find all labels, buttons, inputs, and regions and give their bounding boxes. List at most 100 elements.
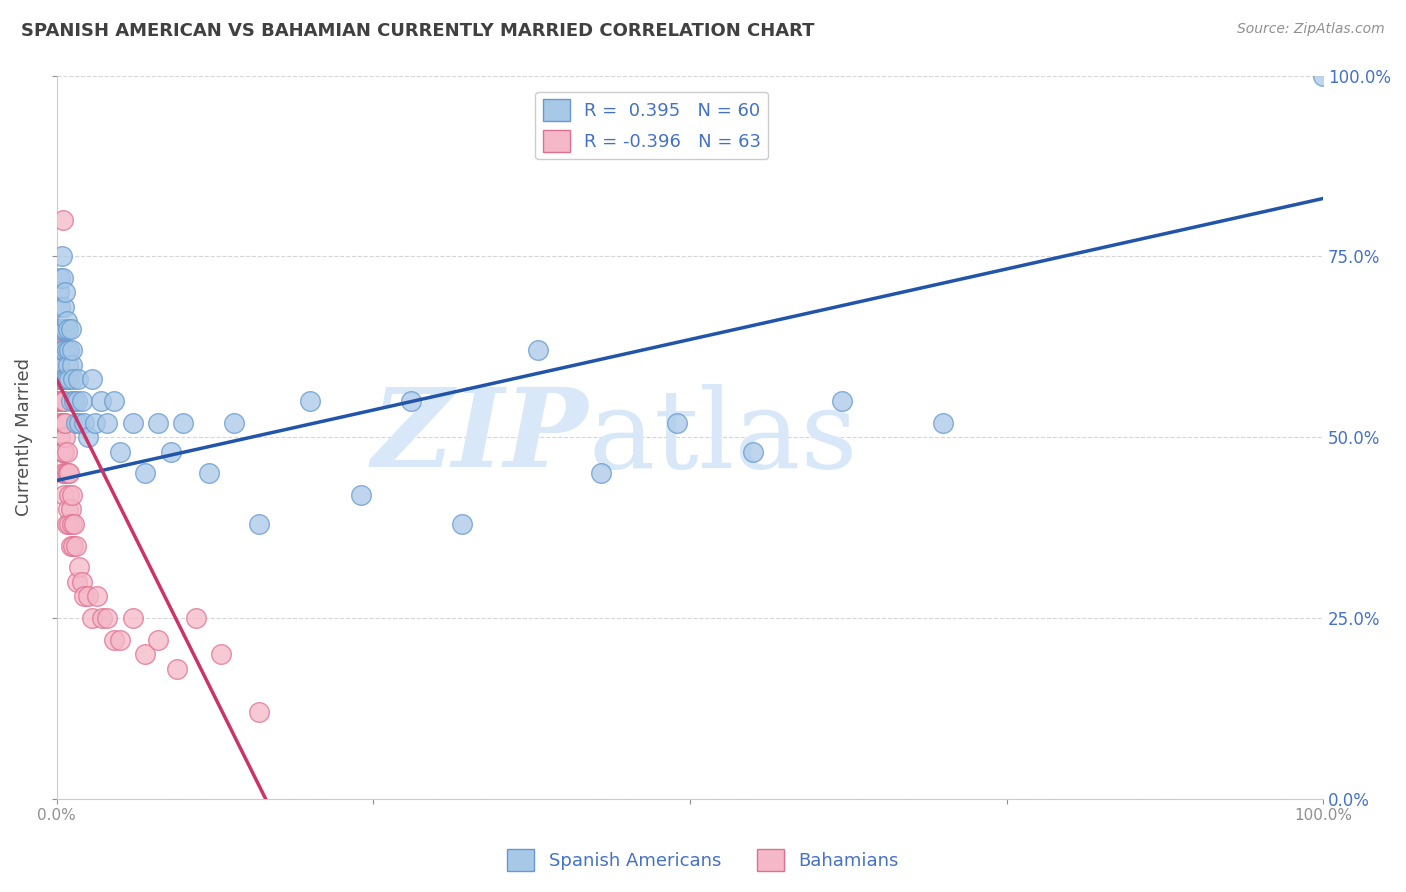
Point [103, 394, 125, 409]
Point [53, 300, 76, 314]
Point [73, 416, 96, 430]
Point [73, 589, 96, 603]
Point [60, 488, 83, 502]
Point [60, 358, 83, 372]
Point [48, 321, 70, 335]
Point [51, 372, 73, 386]
Point [197, 467, 219, 481]
Point [96, 416, 118, 430]
Point [80, 372, 103, 386]
Point [527, 343, 550, 358]
Text: Source: ZipAtlas.com: Source: ZipAtlas.com [1237, 22, 1385, 37]
Point [83, 416, 105, 430]
Point [67, 416, 90, 430]
Point [52, 444, 75, 458]
Point [58, 488, 80, 502]
Text: SPANISH AMERICAN VS BAHAMIAN CURRENTLY MARRIED CORRELATION CHART: SPANISH AMERICAN VS BAHAMIAN CURRENTLY M… [21, 22, 814, 40]
Point [55, 372, 77, 386]
Point [48, 358, 70, 372]
Point [146, 632, 169, 647]
Point [49, 300, 72, 314]
Point [46, 358, 69, 372]
Point [55, 321, 77, 335]
Point [222, 416, 245, 430]
Point [52, 372, 75, 386]
Y-axis label: Currently Married: Currently Married [15, 359, 32, 516]
Point [66, 394, 89, 409]
Point [90, 394, 112, 409]
Point [59, 394, 82, 409]
Point [56, 467, 79, 481]
Point [52, 213, 75, 227]
Point [60, 343, 83, 358]
Point [49, 394, 72, 409]
Point [52, 321, 75, 335]
Point [399, 394, 422, 409]
Point [298, 394, 321, 409]
Point [59, 539, 82, 553]
Point [58, 372, 80, 386]
Point [60, 516, 83, 531]
Point [52, 271, 75, 285]
Point [51, 444, 73, 458]
Point [52, 467, 75, 481]
Text: atlas: atlas [589, 384, 858, 491]
Point [58, 516, 80, 531]
Legend: R =  0.395   N = 60, R = -0.396   N = 63: R = 0.395 N = 60, R = -0.396 N = 63 [536, 92, 768, 160]
Point [49, 430, 72, 444]
Point [166, 662, 188, 676]
Point [55, 343, 77, 358]
Point [53, 394, 76, 409]
Point [108, 444, 131, 458]
Point [48, 372, 70, 386]
Point [70, 394, 93, 409]
Point [55, 372, 77, 386]
Point [65, 416, 87, 430]
Point [55, 416, 77, 430]
Point [70, 574, 93, 589]
Point [53, 416, 76, 430]
Point [121, 611, 143, 625]
Point [49, 343, 72, 358]
Point [172, 416, 194, 430]
Point [56, 321, 79, 335]
Point [55, 516, 77, 531]
Point [52, 416, 75, 430]
Text: ZIP: ZIP [373, 384, 589, 491]
Point [108, 632, 131, 647]
Point [58, 467, 80, 481]
Point [48, 416, 70, 430]
Point [55, 467, 77, 481]
Point [66, 574, 89, 589]
Legend: Spanish Americans, Bahamians: Spanish Americans, Bahamians [499, 842, 907, 879]
Point [666, 416, 689, 430]
Point [932, 416, 955, 430]
Point [53, 343, 76, 358]
Point [831, 394, 853, 409]
Point [247, 705, 270, 719]
Point [48, 394, 70, 409]
Point [59, 321, 82, 335]
Point [53, 444, 76, 458]
Point [134, 647, 156, 661]
Point [55, 430, 77, 444]
Point [77, 430, 100, 444]
Point [1312, 69, 1334, 83]
Point [121, 416, 143, 430]
Point [91, 611, 114, 625]
Point [55, 467, 77, 481]
Point [247, 516, 270, 531]
Point [67, 372, 90, 386]
Point [49, 394, 72, 409]
Point [53, 488, 76, 502]
Point [51, 249, 73, 263]
Point [67, 560, 90, 574]
Point [209, 647, 232, 661]
Point [184, 611, 207, 625]
Point [80, 611, 103, 625]
Point [51, 343, 73, 358]
Point [49, 271, 72, 285]
Point [56, 502, 79, 516]
Point [159, 444, 181, 458]
Point [52, 394, 75, 409]
